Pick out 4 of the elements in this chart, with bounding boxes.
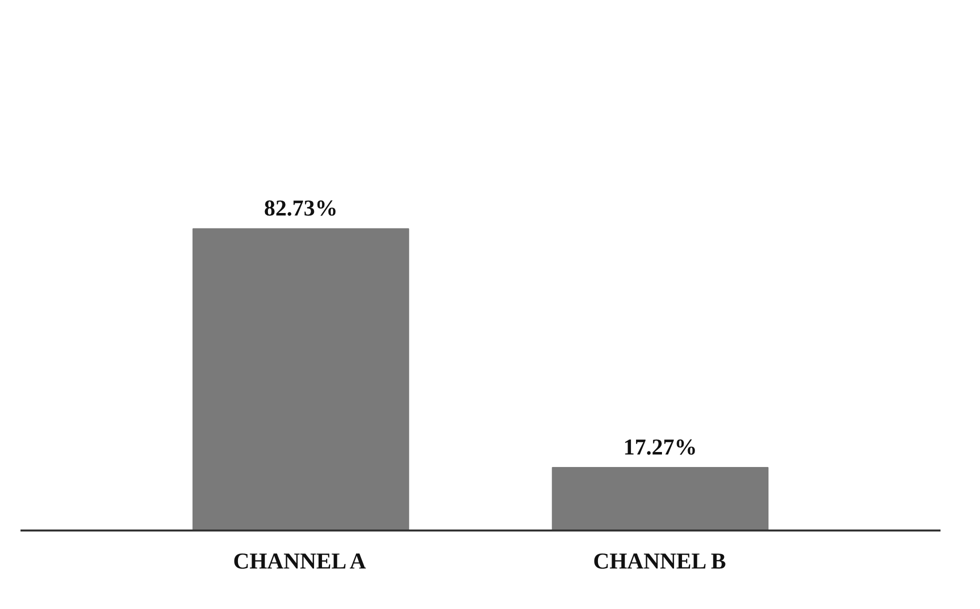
data-label: 17.27% [623, 434, 698, 460]
data-label: 82.73% [264, 196, 338, 221]
x-tick-label: CHANNEL A [233, 548, 367, 574]
x-tick-label: CHANNEL B [593, 548, 726, 574]
